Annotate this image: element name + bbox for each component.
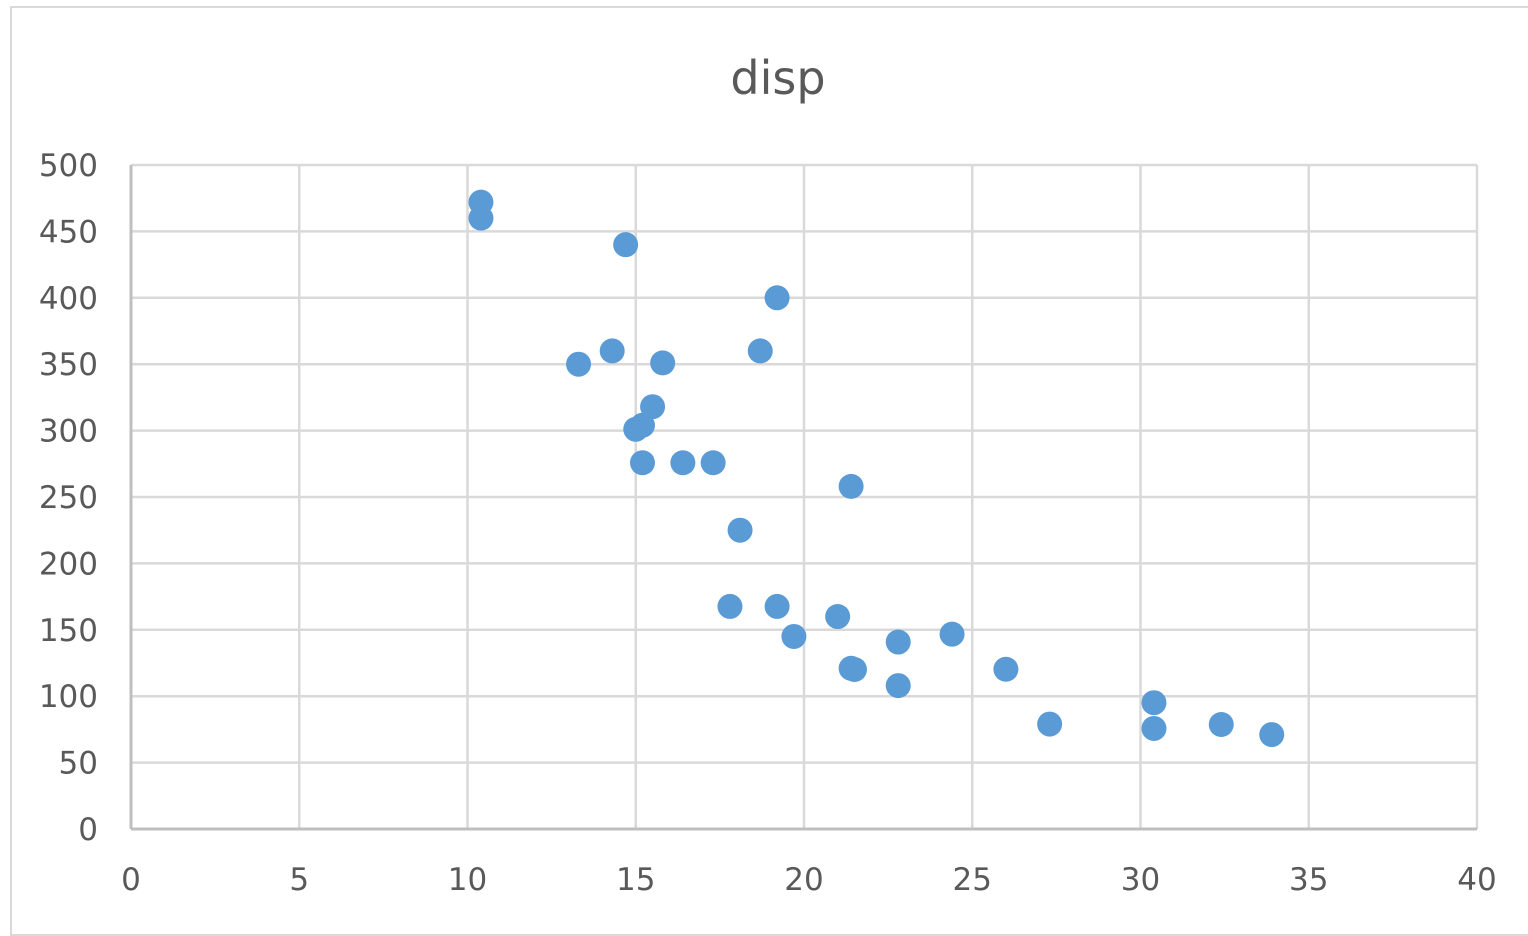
- axes: [129, 165, 1477, 831]
- data-point: [1141, 690, 1167, 716]
- data-point: [993, 656, 1019, 682]
- x-tick-label: 0: [121, 862, 141, 898]
- data-point: [841, 657, 867, 683]
- y-tick-label: 150: [39, 613, 98, 649]
- y-tick-label: 400: [39, 281, 98, 317]
- data-point: [650, 350, 676, 376]
- data-point: [939, 621, 965, 647]
- x-tick-label: 30: [1121, 862, 1160, 898]
- x-tick-label: 25: [953, 862, 992, 898]
- x-axis-tick-labels: 0 5 10 15 20 25 30 35 40: [121, 862, 1497, 898]
- data-point: [825, 604, 851, 630]
- x-tick-label: 15: [616, 862, 655, 898]
- data-point: [781, 623, 807, 649]
- data-point: [1141, 715, 1167, 741]
- y-tick-label: 450: [39, 214, 98, 250]
- data-point: [838, 473, 864, 499]
- data-point: [613, 232, 639, 258]
- data-point: [1208, 711, 1234, 737]
- x-tick-label: 40: [1457, 862, 1496, 898]
- data-point: [717, 593, 743, 619]
- data-point: [640, 394, 666, 420]
- y-tick-label: 300: [39, 414, 98, 450]
- data-point: [1259, 722, 1285, 748]
- x-tick-label: 35: [1289, 862, 1328, 898]
- data-point: [727, 517, 753, 543]
- x-tick-label: 5: [289, 862, 309, 898]
- y-tick-label: 100: [39, 679, 98, 715]
- y-axis-tick-labels: 0 50 100 150 200 250 300 350 400 450 500: [39, 148, 98, 848]
- y-tick-label: 250: [39, 480, 98, 516]
- data-point: [764, 285, 790, 311]
- data-point: [623, 416, 649, 442]
- y-tick-label: 50: [59, 746, 98, 782]
- chart-title: disp: [730, 51, 825, 105]
- chart-frame: [10, 6, 1528, 936]
- data-point: [670, 450, 696, 476]
- data-points: [468, 189, 1285, 748]
- data-point: [599, 338, 625, 364]
- data-point: [629, 450, 655, 476]
- x-tick-label: 10: [448, 862, 487, 898]
- data-point: [885, 629, 911, 655]
- y-tick-label: 500: [39, 148, 98, 184]
- y-tick-label: 350: [39, 347, 98, 383]
- data-point: [885, 673, 911, 699]
- y-tick-label: 200: [39, 546, 98, 582]
- data-point: [700, 450, 726, 476]
- data-point: [468, 205, 494, 231]
- data-point: [566, 351, 592, 377]
- x-tick-label: 20: [784, 862, 823, 898]
- gridlines: [131, 163, 1479, 829]
- data-point: [1037, 711, 1063, 737]
- y-tick-label: 0: [78, 812, 98, 848]
- data-point: [747, 338, 773, 364]
- data-point: [764, 593, 790, 619]
